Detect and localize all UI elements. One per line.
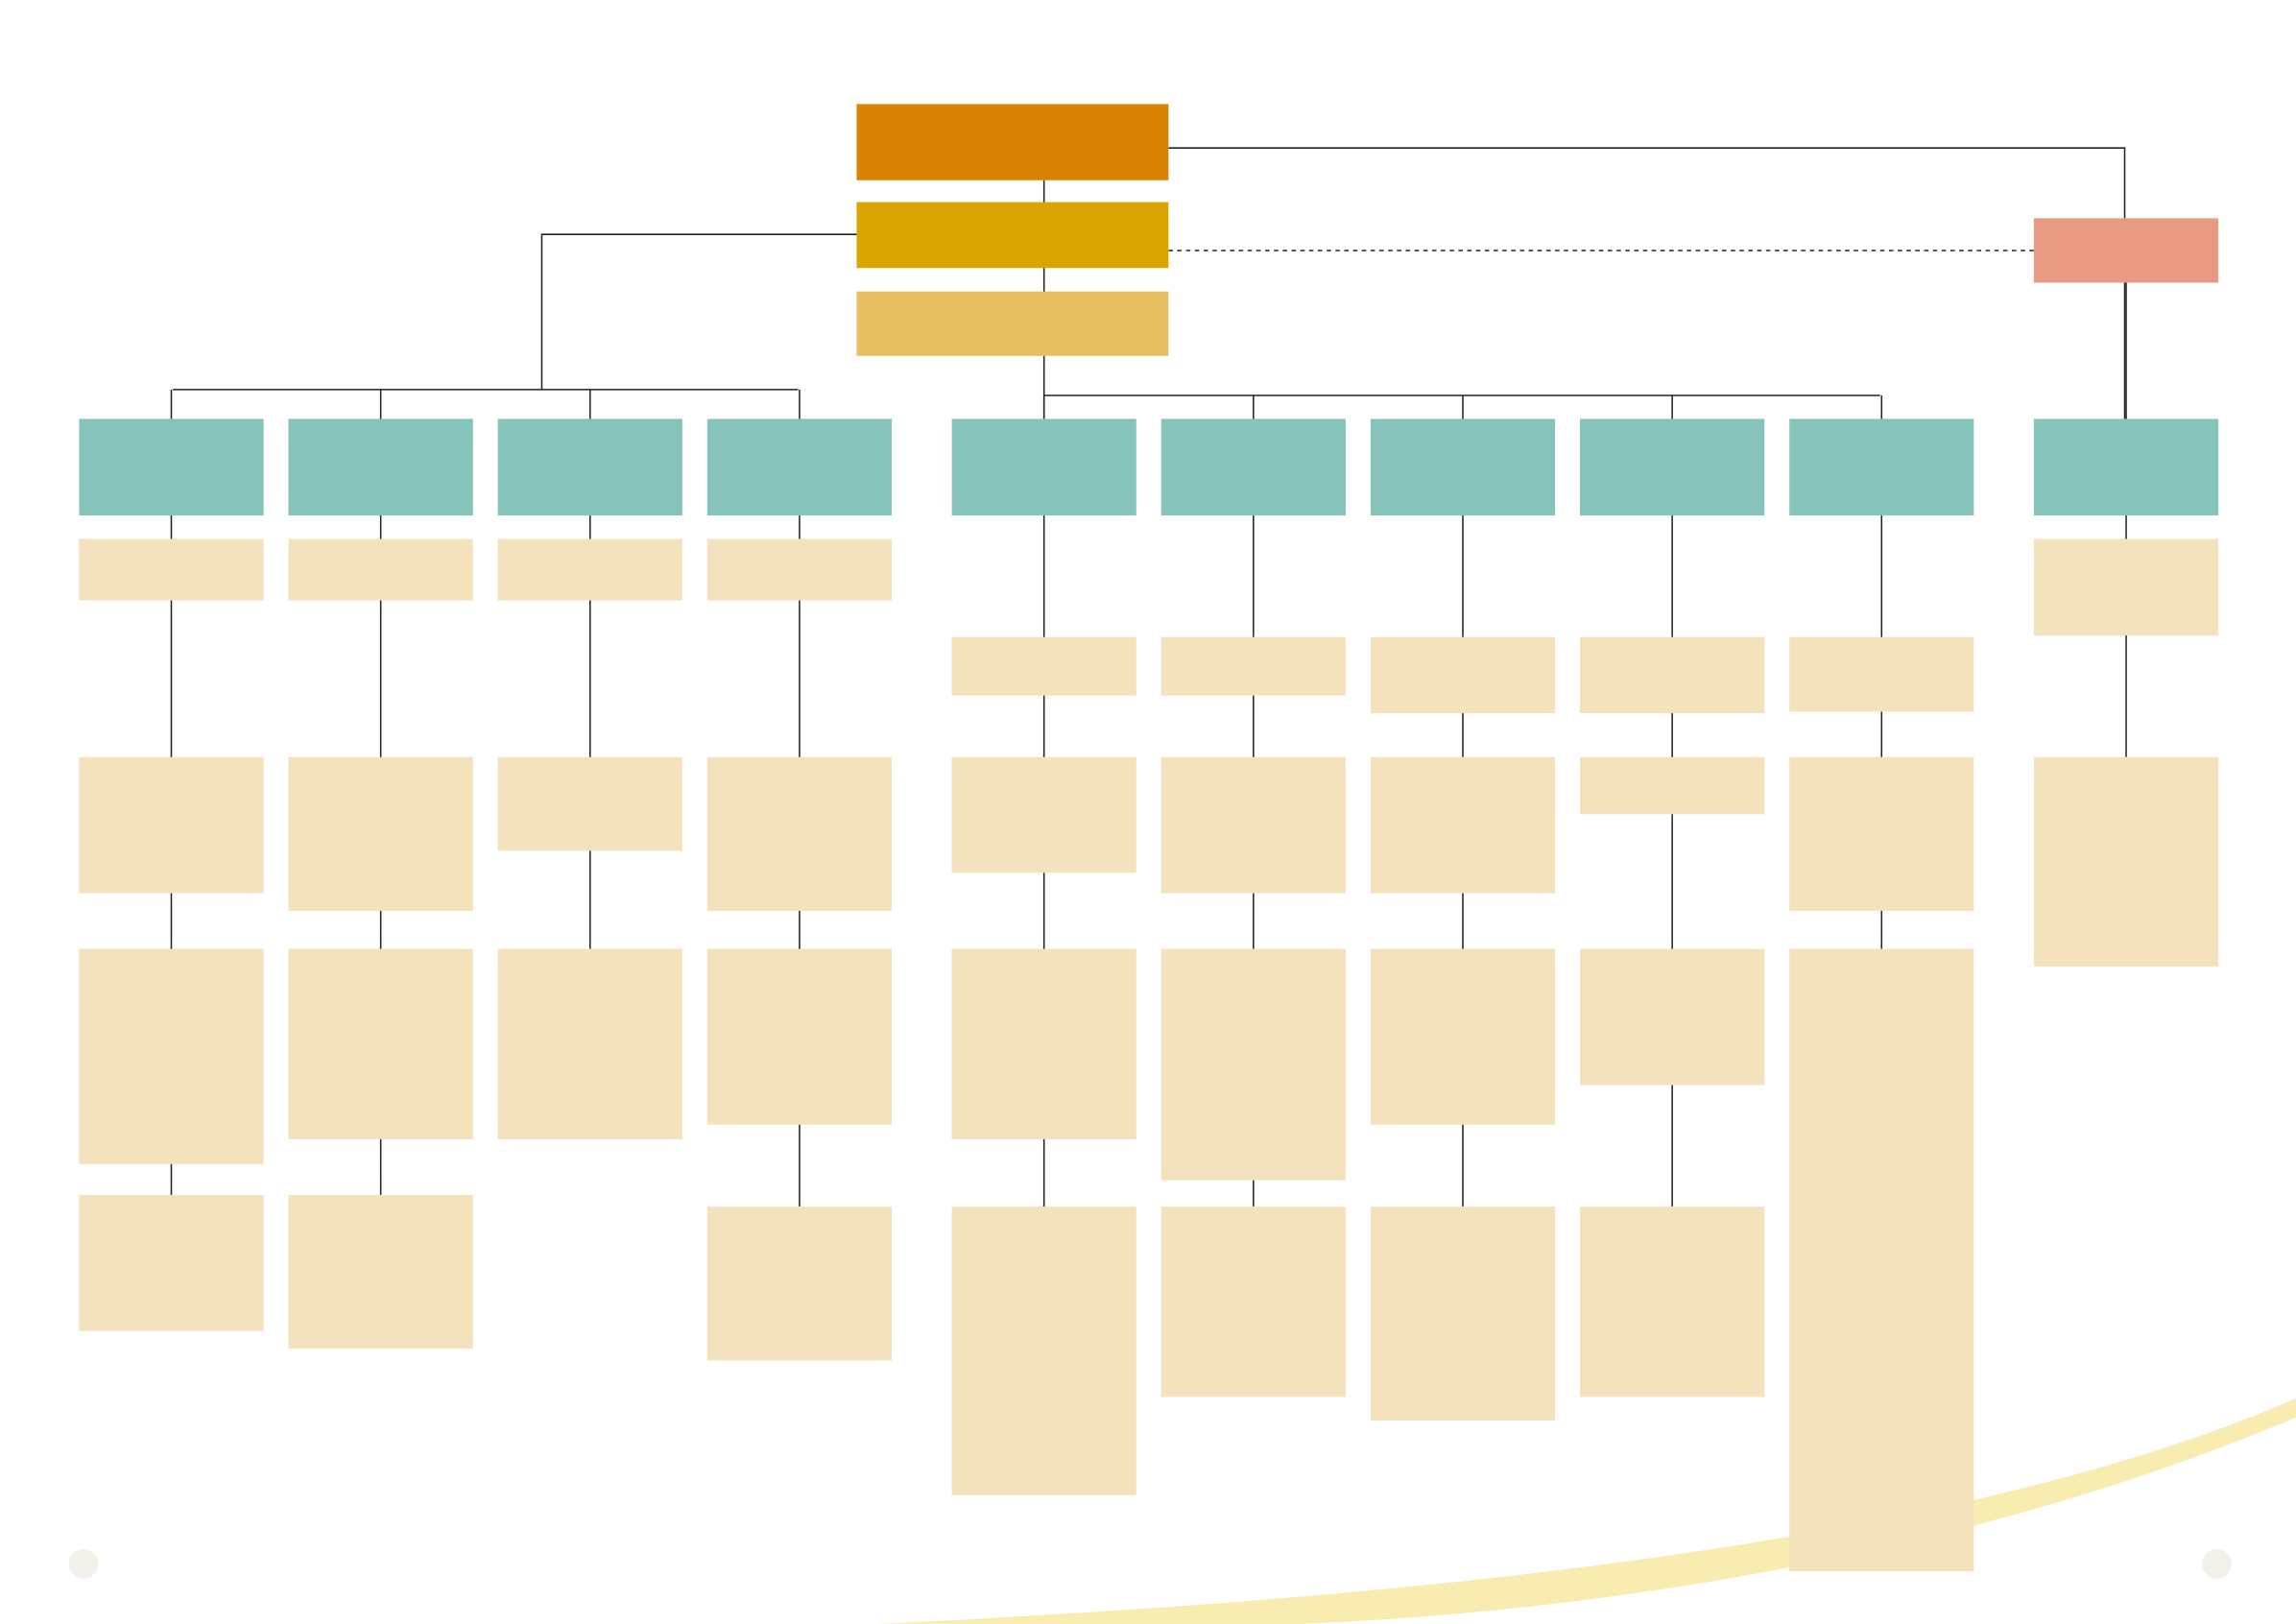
sub-box: [2033, 538, 2219, 636]
sub-box: [951, 948, 1136, 1139]
third-box: [856, 291, 1169, 356]
sub-box: [1160, 1206, 1346, 1397]
sub-box: [79, 756, 264, 894]
sub-box: [288, 538, 473, 601]
sub-box: [497, 756, 682, 851]
unit-box: [1789, 418, 1974, 516]
sub-box: [288, 756, 473, 911]
sub-box: [79, 948, 264, 1164]
sub-box: [79, 1194, 264, 1331]
sub-box: [951, 636, 1136, 696]
sub-box: [1580, 636, 1765, 714]
sub-box: [1160, 756, 1346, 894]
sub-box: [1160, 948, 1346, 1181]
decor-dot: [2202, 1549, 2232, 1579]
sub-box: [79, 538, 264, 601]
sub-box: [1370, 1206, 1556, 1421]
sub-box: [951, 756, 1136, 873]
sub-box: [1789, 948, 1974, 1571]
sub-box: [706, 756, 893, 911]
unit-box: [951, 418, 1136, 516]
unit-box: [1580, 418, 1765, 516]
side-box: [2033, 218, 2219, 283]
unit-box: [706, 418, 893, 516]
sub-box: [2033, 756, 2219, 967]
sub-box: [951, 1206, 1136, 1495]
unit-box: [79, 418, 264, 516]
sub-box: [1160, 636, 1346, 696]
unit-box: [1370, 418, 1556, 516]
sub-box: [497, 538, 682, 601]
sub-box: [497, 948, 682, 1139]
connector: [540, 233, 857, 390]
unit-box: [1160, 418, 1346, 516]
decor-dot: [68, 1549, 99, 1579]
unit-box: [497, 418, 682, 516]
sub-box: [288, 1194, 473, 1349]
sub-box: [288, 948, 473, 1139]
sub-box: [706, 1206, 893, 1361]
sub-box: [1789, 756, 1974, 911]
decor-swoosh: [878, 1397, 2296, 1624]
top-box: [856, 104, 1169, 180]
sub-box: [706, 538, 893, 601]
sub-box: [1580, 756, 1765, 815]
sub-box: [1370, 948, 1556, 1125]
unit-box: [2033, 418, 2219, 516]
sub-box: [706, 948, 893, 1125]
sub-box: [1580, 948, 1765, 1086]
connector: [1168, 147, 2126, 219]
sub-box: [1370, 636, 1556, 714]
unit-box: [288, 418, 473, 516]
sub-box: [1370, 756, 1556, 894]
sub-box: [1580, 1206, 1765, 1397]
second-box: [856, 202, 1169, 269]
sub-box: [1789, 636, 1974, 712]
